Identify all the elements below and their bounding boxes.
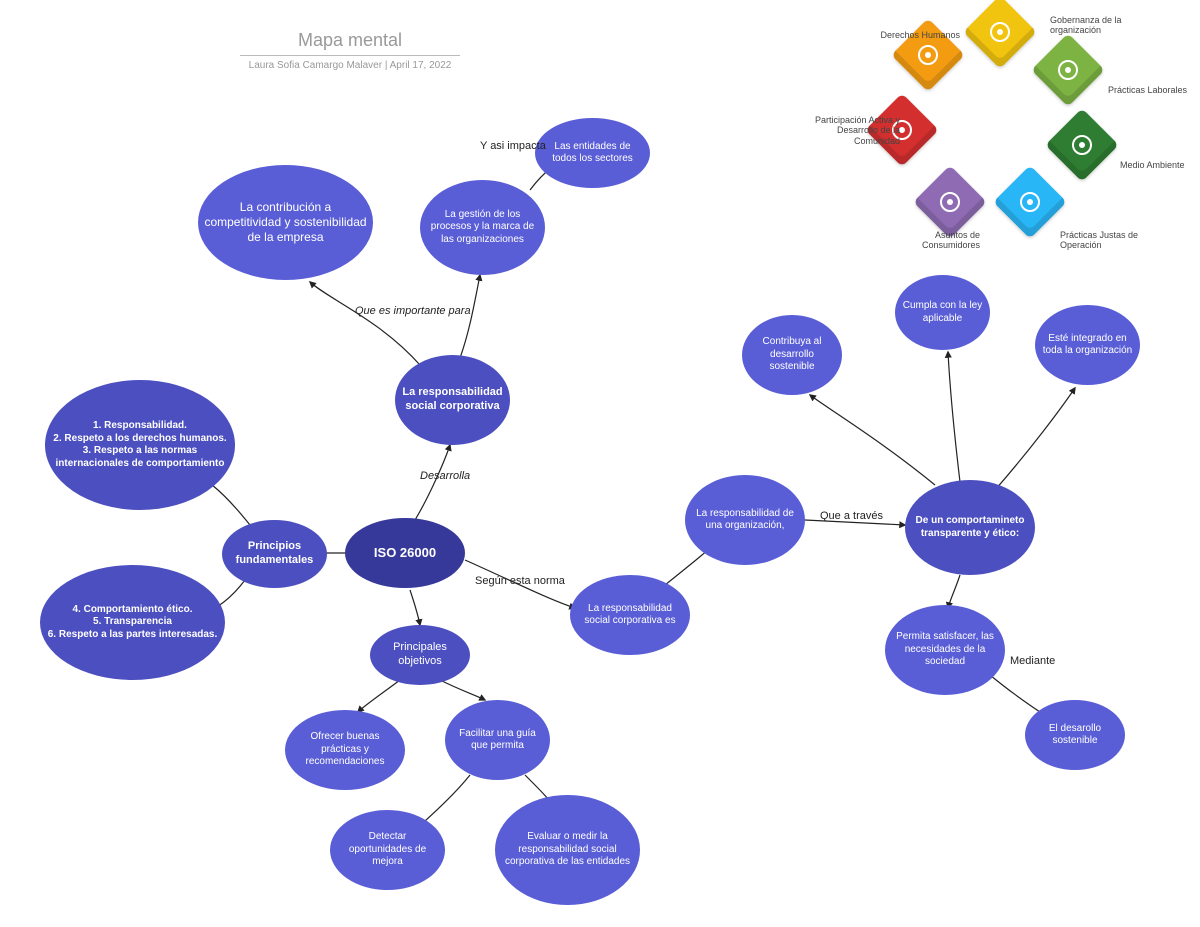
node-rscEs: La responsabilidad social corporativa es (570, 575, 690, 655)
page-title-block: Mapa mental Laura Sofia Camargo Malaver … (240, 30, 460, 71)
edge-comport-permita (948, 575, 960, 608)
cube-icon (938, 190, 962, 214)
cube-graphic: Derechos Humanos Gobernanza de la organiz… (850, 10, 1190, 250)
edge-comport-contribuya (810, 395, 935, 485)
node-facilitar: Facilitar una guía que permita (445, 700, 550, 780)
node-entidades: Las entidades de todos los sectores (535, 118, 650, 188)
edge-label-iso-rsc: Desarrolla (420, 470, 470, 482)
edge-label-gestion-entidades: Y asi impacta (480, 140, 546, 152)
node-comport: De un comportamineto transparente y étic… (905, 480, 1035, 575)
edge-label-respOrg-comport: Que a través (820, 510, 883, 522)
node-prin1: 1. Responsabilidad. 2. Respeto a los der… (45, 380, 235, 510)
cube-3 (1045, 108, 1119, 182)
page-title: Mapa mental (240, 30, 460, 56)
node-detectar: Detectar oportunidades de mejora (330, 810, 445, 890)
cube-icon (1056, 58, 1080, 82)
edge-iso-rsc (415, 445, 450, 520)
node-iso: ISO 26000 (345, 518, 465, 588)
edge-label-iso-rscEs: Según esta norma (475, 575, 565, 587)
node-respOrg: La responsabilidad de una organización, (685, 475, 805, 565)
cube-1 (963, 0, 1037, 69)
cube-label-6: Participación Activa y Desarrollo de la … (810, 115, 900, 146)
cube-label-3: Medio Ambiente (1120, 160, 1200, 170)
node-contrib: La contribución a competitividad y soste… (198, 165, 373, 280)
node-ofrecer: Ofrecer buenas prácticas y recomendacion… (285, 710, 405, 790)
cube-icon (916, 43, 940, 67)
node-gestion: La gestión de los procesos y la marca de… (420, 180, 545, 275)
cube-label-1: Gobernanza de la organización (1050, 15, 1140, 36)
edge-label-rsc-gestion: Que es importante para (355, 305, 471, 317)
cube-2 (1031, 33, 1105, 107)
cube-label-2: Prácticas Laborales (1108, 85, 1198, 95)
cube-5 (913, 165, 987, 239)
node-desarrollo: El desarollo sostenible (1025, 700, 1125, 770)
cube-label-4: Prácticas Justas de Operación (1060, 230, 1150, 251)
node-integrado: Esté integrado en toda la organización (1035, 305, 1140, 385)
cube-icon (1018, 190, 1042, 214)
edge-objetivos-facilitar (440, 680, 485, 700)
node-evaluar: Evaluar o medir la responsabilidad socia… (495, 795, 640, 905)
edge-comport-integrado (995, 388, 1075, 490)
cube-label-5: Asuntos de Consumidores (890, 230, 980, 251)
node-permita: Permita satisfacer, las necesidades de l… (885, 605, 1005, 695)
page-subtitle: Laura Sofia Camargo Malaver | April 17, … (240, 60, 460, 71)
edge-objetivos-ofrecer (358, 680, 400, 712)
edge-comport-cumpla (948, 352, 960, 482)
cube-icon (988, 20, 1012, 44)
node-contribuya: Contribuya al desarrollo sostenible (742, 315, 842, 395)
edge-label-permita-desarrollo: Mediante (1010, 655, 1055, 667)
edge-iso-objetivos (410, 590, 420, 625)
cube-label-0: Derechos Humanos (870, 30, 960, 40)
node-rsc: La responsabilidad social corporativa (395, 355, 510, 445)
node-principios: Principios fundamentales (222, 520, 327, 588)
node-cumpla: Cumpla con la ley aplicable (895, 275, 990, 350)
cube-icon (1070, 133, 1094, 157)
node-objetivos: Principales objetivos (370, 625, 470, 685)
cube-4 (993, 165, 1067, 239)
node-prin2: 4. Comportamiento ético. 5. Transparenci… (40, 565, 225, 680)
edge-rsc-contrib (310, 282, 420, 365)
